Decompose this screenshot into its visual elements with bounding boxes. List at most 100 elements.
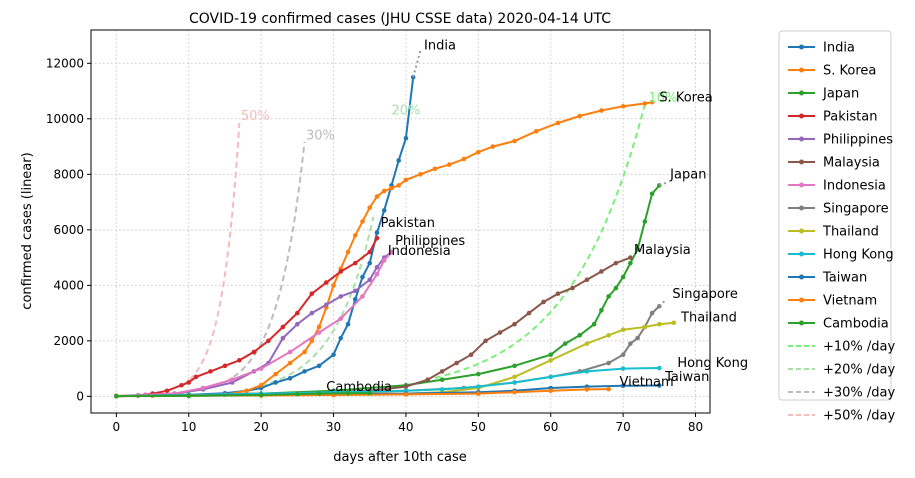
data-point-malaysia xyxy=(628,255,633,260)
data-point-s-korea xyxy=(418,172,423,177)
legend-marker-malaysia xyxy=(799,159,804,165)
data-point-s-korea xyxy=(374,194,380,199)
series-label-s-korea: S. Korea xyxy=(659,91,712,106)
data-point-indonesia xyxy=(381,258,387,263)
data-point-thailand xyxy=(548,357,554,363)
x-tick-label: 20 xyxy=(253,420,268,434)
data-point-vietnam xyxy=(584,387,590,392)
reference-label-50-day: 50% xyxy=(241,109,270,124)
data-point-india xyxy=(396,158,401,163)
data-point-japan xyxy=(649,191,655,197)
legend-label-thailand: Thailand xyxy=(822,225,879,240)
legend-marker-thailand xyxy=(799,228,804,234)
x-tick-label: 30 xyxy=(326,420,341,434)
data-point-thailand xyxy=(512,374,517,380)
legend-label-india: India xyxy=(823,41,855,56)
data-point-pakistan xyxy=(338,269,344,274)
data-point-pakistan xyxy=(237,357,242,363)
x-tick-label: 10 xyxy=(181,420,196,434)
data-point-india xyxy=(273,380,278,385)
data-point-hong-kong xyxy=(620,366,626,371)
legend-label-cambodia: Cambodia xyxy=(823,317,889,332)
y-tick-label: 12000 xyxy=(46,56,84,70)
data-point-s-korea xyxy=(476,149,481,155)
data-point-taiwan xyxy=(620,383,626,389)
grid-lines xyxy=(91,30,710,413)
data-point-s-korea xyxy=(331,283,336,288)
data-point-s-korea xyxy=(302,349,307,355)
data-point-india xyxy=(287,376,293,381)
data-point-malaysia xyxy=(541,299,546,305)
data-point-indonesia xyxy=(229,377,235,382)
y-tick-label: 8000 xyxy=(53,167,84,181)
projection-line-japan xyxy=(658,181,667,187)
data-point-cambodia xyxy=(345,390,351,396)
data-point-s-korea xyxy=(352,233,358,238)
data-point-pakistan xyxy=(367,249,373,255)
data-point-singapore xyxy=(649,310,655,316)
data-point-philippines xyxy=(295,321,300,327)
data-point-japan xyxy=(613,285,619,291)
data-point-indonesia xyxy=(338,316,344,321)
data-point-pakistan xyxy=(251,349,257,355)
series-labels: 10% 20% 30% 50% India S. Korea Japan Pakistan Ph… xyxy=(241,38,748,394)
data-point-s-korea xyxy=(620,104,626,109)
y-axis-label: confirmed cases (linear) xyxy=(20,152,35,309)
series-label-taiwan: Taiwan xyxy=(664,370,709,385)
data-point-india xyxy=(360,274,365,280)
data-point-s-korea xyxy=(461,156,467,162)
legend-label-vietnam: Vietnam xyxy=(823,294,877,309)
data-point-japan xyxy=(476,371,481,377)
data-point-s-korea xyxy=(490,144,496,149)
data-point-singapore xyxy=(620,352,626,358)
data-point-india xyxy=(345,321,351,327)
data-point-pakistan xyxy=(266,338,271,344)
data-point-pakistan xyxy=(352,260,358,266)
data-point-malaysia xyxy=(526,310,532,316)
data-point-s-korea xyxy=(244,388,249,394)
data-point-s-korea xyxy=(389,185,394,191)
data-point-pakistan xyxy=(222,363,228,369)
data-point-s-korea xyxy=(381,188,387,194)
data-point-hong-kong xyxy=(476,384,481,389)
data-point-pakistan xyxy=(186,380,192,385)
data-point-japan xyxy=(439,377,445,382)
data-point-india xyxy=(338,335,344,341)
x-tick-label: 0 xyxy=(113,420,121,434)
data-point-pakistan xyxy=(374,235,380,241)
data-point-singapore xyxy=(657,303,662,309)
series-label-philippines: Philippines xyxy=(395,234,465,249)
x-axis-label: days after 10th case xyxy=(333,450,467,465)
series-label-pakistan: Pakistan xyxy=(381,216,435,231)
data-point-japan xyxy=(606,294,611,299)
series-label-india: India xyxy=(424,38,456,53)
legend-label-s-korea: S. Korea xyxy=(823,64,876,79)
legend-label-indonesia: Indonesia xyxy=(823,179,886,194)
axis-ticks: 0 10 20 30 40 50 60 70 80 0 2000 4000 6000 8000 10000 1… xyxy=(46,56,703,434)
series-line-pakistan xyxy=(116,237,378,398)
data-point-thailand xyxy=(584,341,590,346)
legend-label-taiwan: Taiwan xyxy=(822,271,867,286)
data-point-pakistan xyxy=(295,310,300,316)
data-point-philippines xyxy=(367,277,373,283)
data-point-s-korea xyxy=(432,166,438,172)
x-tick-label: 50 xyxy=(471,420,486,434)
data-point-malaysia xyxy=(599,269,604,274)
data-point-indonesia xyxy=(316,330,322,335)
legend-label-10-day: +10% /day xyxy=(823,340,896,355)
data-point-vietnam xyxy=(548,388,554,394)
legend-label-50-day: +50% /day xyxy=(823,409,896,424)
legend-label-hong-kong: Hong Kong xyxy=(823,248,894,263)
data-point-s-korea xyxy=(396,183,401,188)
y-tick-label: 2000 xyxy=(53,334,84,348)
series-label-hong-kong: Hong Kong xyxy=(677,356,748,371)
legend-marker-s-korea xyxy=(799,67,804,73)
data-point-philippines xyxy=(338,294,344,299)
data-point-cambodia xyxy=(295,391,300,397)
series-label-vietnam: Vietnam xyxy=(620,375,674,390)
y-tick-label: 6000 xyxy=(53,223,84,237)
data-point-singapore xyxy=(635,335,640,341)
data-point-vietnam xyxy=(512,389,517,395)
series-label-thailand: Thailand xyxy=(680,310,737,325)
data-point-philippines xyxy=(352,288,358,294)
